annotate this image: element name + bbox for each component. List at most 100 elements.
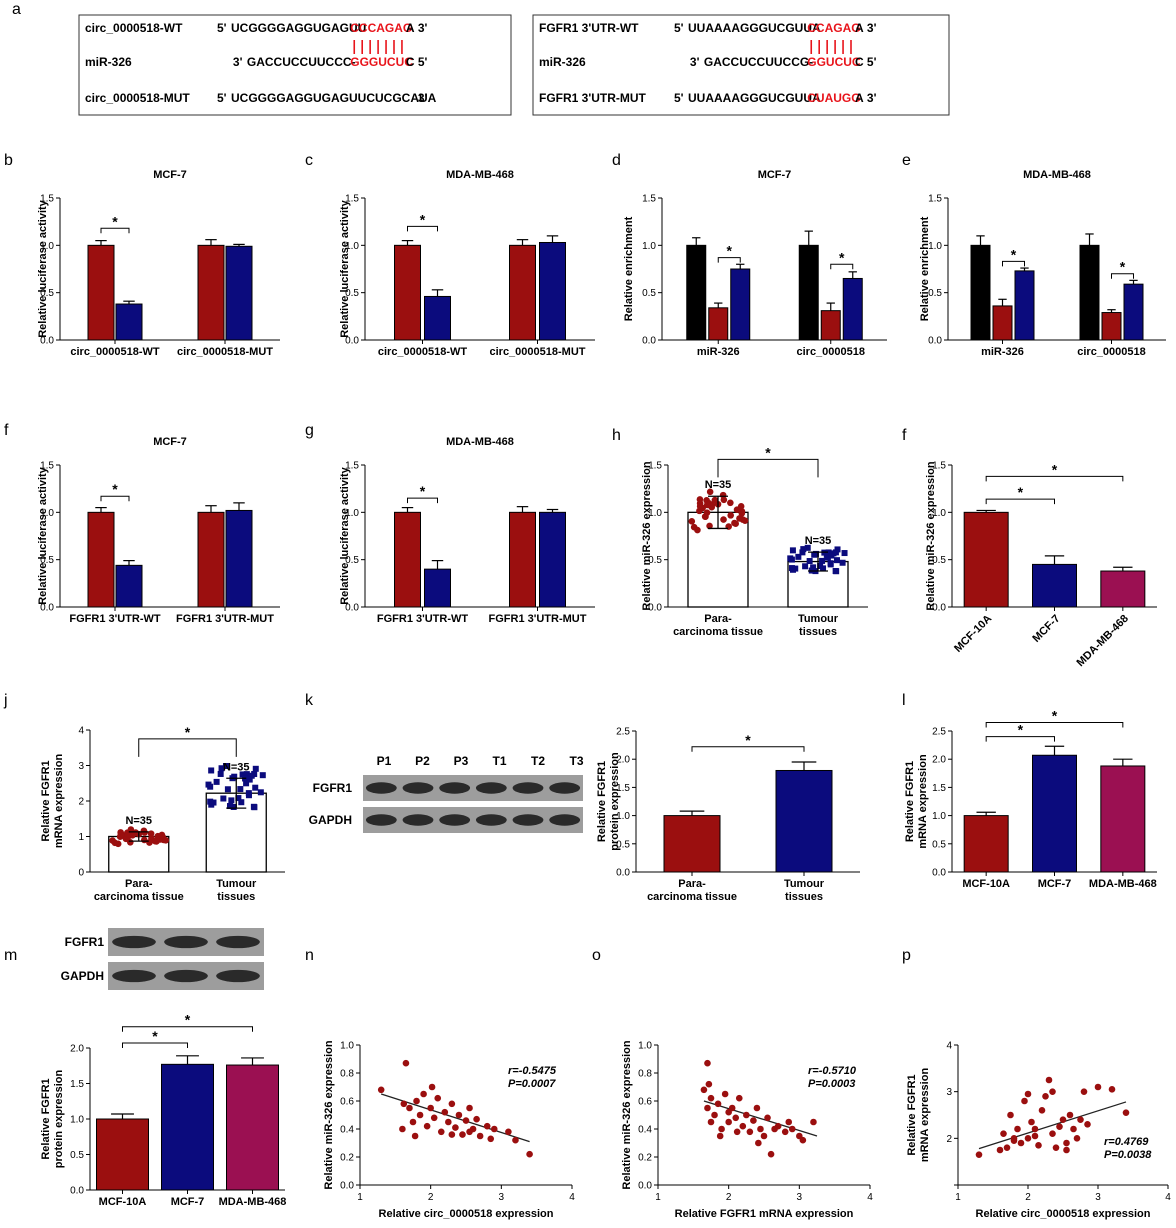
bar: [1123, 283, 1144, 341]
data-point: [1031, 1132, 1039, 1140]
data-point: [788, 1125, 796, 1133]
data-point: [737, 503, 745, 510]
data-point: [1045, 1076, 1053, 1084]
x-tick-label: 3: [1095, 1192, 1101, 1203]
data-point: [1028, 1118, 1035, 1126]
significance-star: *: [185, 1012, 191, 1028]
data-point: [437, 1128, 445, 1136]
sequence-text: GACCUCCUUCCC-: [247, 55, 356, 69]
data-point: [833, 568, 840, 575]
bar: [226, 1064, 279, 1191]
significance-bracket: [985, 722, 1124, 728]
panel-letter: n: [305, 947, 314, 964]
panel-letter: b: [4, 152, 13, 169]
y-tick-label: 2.5: [616, 727, 630, 738]
significance-star: *: [1120, 259, 1126, 275]
data-point: [707, 1094, 715, 1102]
chart-d: d MCF-7 0.0 0.5 1.0 1.5 Relative enrichment miR…: [612, 152, 887, 358]
blot-lane-label: P3: [454, 754, 469, 768]
blot-band: [512, 782, 544, 794]
significance-star: *: [420, 211, 426, 227]
bar: [87, 511, 115, 608]
y-tick-label: 0.8: [340, 1069, 354, 1080]
y-axis-label: Relative FGFR1: [906, 1074, 918, 1155]
blot-band: [164, 969, 208, 983]
data-point: [476, 1132, 484, 1140]
bar: [115, 564, 143, 608]
data-point: [462, 1117, 470, 1124]
significance-bracket: [830, 263, 854, 270]
data-point: [207, 783, 214, 790]
y-tick-label: 1.5: [928, 194, 942, 205]
y-tick-label: 1.5: [932, 783, 946, 794]
data-point: [217, 770, 224, 777]
bar: [225, 245, 253, 341]
sequence-5prime: 3': [690, 55, 700, 69]
data-point: [707, 1118, 715, 1126]
blot-lane-label: T2: [531, 754, 545, 768]
data-point: [459, 1131, 466, 1138]
data-point: [490, 1125, 498, 1133]
data-point: [806, 558, 813, 565]
y-tick-label: 0: [78, 868, 84, 879]
y-tick-label: 3: [78, 761, 84, 772]
sequence-tail: C: [855, 55, 864, 69]
data-point: [839, 559, 846, 566]
bar: [1032, 754, 1077, 873]
bar: [539, 511, 566, 608]
significance-star: *: [112, 481, 118, 497]
regression-line: [703, 1100, 818, 1137]
data-point: [738, 510, 746, 517]
blot-row-label: FGFR1: [65, 935, 105, 949]
data-point: [732, 520, 739, 527]
data-point: [771, 1125, 778, 1133]
data-point: [788, 556, 795, 563]
data-point: [416, 1111, 424, 1119]
panel-letter: g: [305, 422, 314, 439]
y-tick-label: 1: [78, 832, 84, 843]
y-axis-label: Relative luciferase activity: [37, 466, 49, 604]
data-point: [427, 1104, 434, 1112]
y-tick-label: 1.5: [932, 461, 946, 472]
data-point: [124, 831, 132, 838]
sequence-tail: A: [855, 91, 864, 105]
panel-letter: l: [902, 692, 906, 709]
y-tick-label: 0.6: [340, 1097, 354, 1108]
data-point: [788, 565, 795, 572]
data-point: [400, 1100, 408, 1108]
data-point: [804, 544, 811, 551]
significance-bracket: [1002, 260, 1025, 267]
significance-bracket: [100, 227, 130, 234]
y-tick-label: 0.6: [638, 1097, 652, 1108]
sequence-label: miR-326: [85, 55, 132, 69]
x-tick-label: FGFR1 3'UTR-MUT: [489, 613, 587, 625]
sequence-label: FGFR1 3'UTR-MUT: [539, 91, 647, 105]
bar: [115, 303, 143, 341]
data-point: [716, 1132, 724, 1140]
data-point: [1073, 1135, 1081, 1142]
bar: [820, 310, 841, 341]
x-tick-label: MCF-7: [171, 1196, 205, 1208]
data-point: [1080, 1088, 1088, 1095]
data-point: [1077, 1116, 1084, 1123]
data-point: [750, 1117, 757, 1124]
data-point: [810, 564, 817, 571]
blot-band: [112, 935, 156, 949]
y-axis-label-line2: mRNA expression: [917, 754, 929, 849]
data-point: [117, 831, 125, 839]
x-tick-label: 4: [569, 1192, 575, 1203]
data-point: [811, 551, 818, 558]
data-point: [140, 827, 148, 835]
data-point: [153, 838, 160, 845]
bar: [686, 244, 707, 341]
data-point: [703, 509, 711, 516]
x-tick-label: MDA-MB-468: [219, 1196, 287, 1208]
bar: [1079, 244, 1100, 341]
y-axis-label: Relative miR-326 expression: [925, 461, 937, 610]
significance-bracket: [138, 738, 237, 757]
data-point: [781, 1128, 789, 1136]
y-tick-label: 2.0: [70, 1044, 84, 1055]
